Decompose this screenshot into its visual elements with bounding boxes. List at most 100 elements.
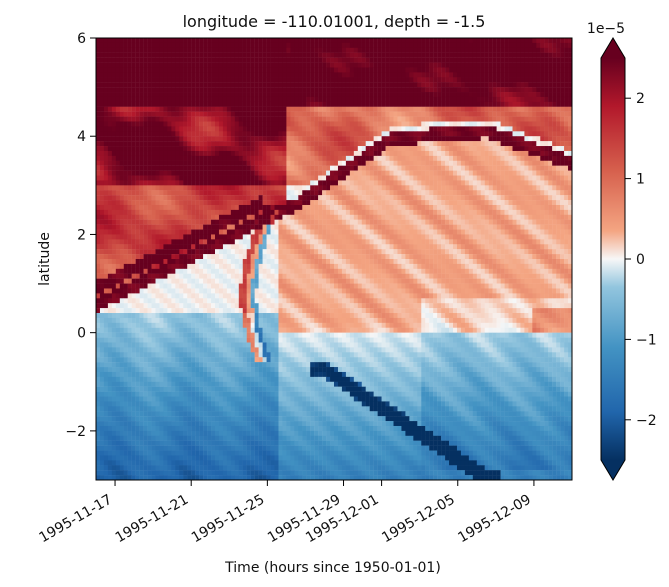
heatmap-cell: [381, 72, 386, 78]
heatmap-cell: [468, 155, 474, 161]
heatmap-cell: [504, 160, 509, 166]
heatmap-cell: [96, 96, 101, 103]
heatmap-cell: [349, 77, 355, 83]
heatmap-cell: [385, 121, 390, 127]
heatmap-cell: [405, 101, 410, 107]
heatmap-cell: [353, 160, 358, 166]
heatmap-cell: [488, 219, 493, 225]
heatmap-cell: [472, 62, 477, 68]
heatmap-cell: [540, 204, 545, 211]
heatmap-cell: [564, 224, 569, 230]
heatmap-cell: [207, 62, 212, 68]
heatmap-cell: [262, 121, 267, 127]
heatmap-cell: [175, 62, 180, 68]
heatmap-cell: [270, 180, 275, 186]
heatmap-cell: [544, 214, 549, 220]
heatmap-cell: [278, 204, 283, 211]
heatmap-cell: [532, 126, 537, 132]
heatmap-cell: [298, 47, 303, 53]
heatmap-cell: [262, 47, 267, 53]
heatmap-cell: [552, 185, 557, 191]
heatmap-cell: [409, 121, 414, 127]
heatmap-cell: [389, 229, 394, 235]
heatmap-cell: [195, 155, 200, 161]
heatmap-cell: [413, 52, 418, 58]
heatmap-cell: [508, 116, 513, 122]
heatmap-cell: [373, 38, 378, 44]
heatmap-cell: [310, 92, 315, 98]
heatmap-cell: [262, 67, 267, 73]
heatmap-cell: [373, 234, 378, 240]
heatmap-cell: [413, 150, 418, 157]
heatmap-cell: [195, 116, 200, 122]
heatmap-cell: [318, 170, 323, 176]
heatmap-cell: [203, 131, 208, 137]
heatmap-cell: [492, 214, 497, 220]
heatmap-cell: [468, 111, 474, 117]
heatmap-cell: [345, 175, 351, 181]
heatmap-cell: [290, 150, 295, 157]
heatmap-cell: [246, 195, 251, 201]
heatmap-cell: [568, 150, 572, 157]
heatmap-cell: [175, 82, 180, 88]
heatmap-cell: [143, 195, 148, 201]
heatmap-cell: [504, 136, 509, 142]
heatmap-cell: [262, 190, 267, 196]
heatmap-cell: [409, 234, 414, 240]
heatmap-cell: [254, 185, 259, 191]
heatmap-cell: [413, 106, 418, 112]
heatmap-cell: [393, 234, 398, 240]
heatmap-cell: [262, 42, 267, 49]
heatmap-cell: [226, 214, 232, 220]
heatmap-cell: [330, 106, 335, 112]
heatmap-cell: [123, 126, 128, 132]
heatmap-cell: [536, 67, 541, 73]
heatmap-cell: [373, 155, 378, 161]
heatmap-cell: [159, 47, 164, 53]
heatmap-cell: [270, 52, 275, 58]
heatmap-cell: [294, 101, 299, 107]
heatmap-cell: [111, 101, 117, 107]
heatmap-cell: [262, 116, 267, 122]
heatmap-cell: [468, 87, 474, 93]
heatmap-cell: [238, 126, 243, 132]
heatmap-cell: [266, 141, 271, 147]
heatmap-cell: [381, 141, 386, 147]
heatmap-cell: [218, 175, 224, 181]
heatmap-cell: [568, 146, 572, 152]
heatmap-cell: [460, 67, 466, 73]
heatmap-cell: [496, 82, 501, 88]
heatmap-cell: [520, 57, 525, 63]
heatmap-cell: [540, 101, 545, 107]
heatmap-cell: [175, 126, 180, 132]
heatmap-cell: [341, 190, 347, 196]
heatmap-cell: [298, 204, 303, 211]
heatmap-cell: [107, 116, 113, 122]
heatmap-cell: [405, 204, 410, 211]
heatmap-cell: [472, 82, 477, 88]
heatmap-cell: [254, 141, 259, 147]
heatmap-cell: [528, 72, 533, 78]
heatmap-cell: [266, 57, 271, 63]
heatmap-cell: [322, 195, 327, 201]
heatmap-cell: [107, 57, 113, 63]
heatmap-cell: [250, 195, 255, 201]
heatmap-cell: [159, 77, 164, 83]
heatmap-cell: [540, 150, 545, 157]
heatmap-cell: [488, 116, 493, 122]
heatmap-cell: [568, 42, 572, 49]
heatmap-cell: [242, 155, 247, 161]
heatmap-cell: [250, 126, 255, 132]
heatmap-cell: [536, 131, 541, 137]
heatmap-cell: [548, 141, 553, 147]
heatmap-cell: [445, 62, 450, 68]
heatmap-cell: [278, 87, 283, 93]
heatmap-cell: [191, 170, 196, 176]
heatmap-cell: [512, 219, 517, 225]
heatmap-cell: [560, 209, 565, 215]
heatmap-cell: [115, 165, 120, 171]
heatmap-cell: [314, 239, 319, 245]
heatmap-cell: [405, 185, 410, 191]
heatmap-cell: [536, 136, 541, 142]
heatmap-cell: [270, 209, 275, 215]
